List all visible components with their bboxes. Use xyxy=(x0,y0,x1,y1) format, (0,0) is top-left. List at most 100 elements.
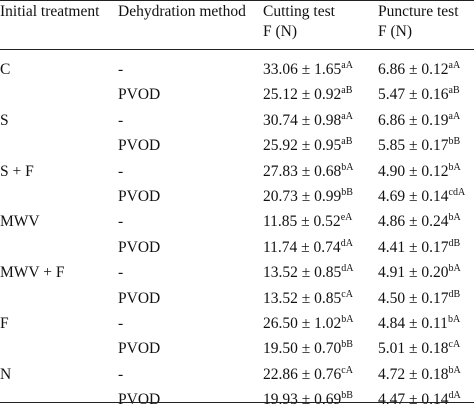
cell-treatment-value: S + F xyxy=(0,163,34,180)
cell-puncture: 5.47 ± 0.16aB xyxy=(378,85,460,103)
header-rule xyxy=(0,49,474,51)
header-puncture-unit: F (N) xyxy=(378,23,413,40)
header-initial-treatment: Initial treatment xyxy=(0,3,100,20)
significance-letters: bB xyxy=(341,339,353,350)
cell-cutting: 27.83 ± 0.68bA xyxy=(263,162,354,180)
cell-puncture-value: 6.86 ± 0.12 xyxy=(378,61,449,78)
cell-method: PVOD xyxy=(118,240,160,256)
cell-method-value: PVOD xyxy=(118,137,161,154)
cell-cutting: 11.85 ± 0.52eA xyxy=(263,212,353,230)
significance-letters: aB xyxy=(341,85,353,96)
cell-method-value: PVOD xyxy=(118,86,161,103)
cell-method-value: PVOD xyxy=(118,239,161,256)
significance-letters: bA xyxy=(341,162,354,173)
cell-cutting: 20.73 ± 0.99bB xyxy=(263,187,353,205)
cell-puncture-value: 4.72 ± 0.18 xyxy=(378,366,449,383)
significance-letters: dB xyxy=(448,238,461,249)
significance-letters: eA xyxy=(340,212,353,223)
cell-puncture-value: 4.50 ± 0.17 xyxy=(378,290,449,307)
significance-letters: bA xyxy=(448,263,461,274)
cell-cutting: 11.74 ± 0.74dA xyxy=(263,238,353,256)
significance-letters: dA xyxy=(448,390,461,401)
cell-puncture-value: 4.84 ± 0.11 xyxy=(378,315,448,332)
cell-method-value: PVOD xyxy=(118,290,161,307)
cell-method: PVOD xyxy=(118,189,160,205)
cell-cutting-value: 11.85 ± 0.52 xyxy=(263,213,341,230)
cell-treatment: C xyxy=(0,62,10,78)
significance-letters: cA xyxy=(448,339,461,350)
cell-cutting-value: 27.83 ± 0.68 xyxy=(263,163,342,180)
cell-cutting: 22.86 ± 0.76cA xyxy=(263,365,353,383)
significance-letters: bA xyxy=(341,314,354,325)
header-puncture-test: Puncture test xyxy=(378,3,459,20)
cell-cutting-value: 13.52 ± 0.85 xyxy=(263,290,342,307)
cell-method-value: PVOD xyxy=(118,188,161,205)
cell-puncture: 4.47 ± 0.14dA xyxy=(378,390,461,408)
cell-puncture-value: 4.41 ± 0.17 xyxy=(378,239,449,256)
significance-letters: aB xyxy=(448,85,460,96)
cell-treatment: F xyxy=(0,316,9,332)
cell-treatment-value: MWV + F xyxy=(0,264,65,281)
cell-cutting: 30.74 ± 0.98aA xyxy=(263,111,353,129)
cell-method-value: - xyxy=(118,264,124,281)
cell-cutting-value: 19.93 ± 0.69 xyxy=(263,391,342,408)
cell-method: - xyxy=(118,164,123,180)
cell-treatment-value: N xyxy=(0,366,12,383)
significance-letters: bB xyxy=(341,390,353,401)
significance-letters: bA xyxy=(448,365,461,376)
cell-puncture: 6.86 ± 0.12aA xyxy=(378,61,460,78)
cell-treatment-value: F xyxy=(0,315,9,332)
cell-method: PVOD xyxy=(118,392,160,408)
cell-cutting-value: 30.74 ± 0.98 xyxy=(263,112,342,129)
cell-method: - xyxy=(118,265,123,281)
cell-puncture-value: 4.47 ± 0.14 xyxy=(378,391,449,408)
cell-method: PVOD xyxy=(118,138,160,154)
cell-method-value: - xyxy=(118,112,124,129)
cell-method: - xyxy=(118,316,123,332)
cell-cutting: 25.12 ± 0.92aB xyxy=(263,85,353,103)
significance-letters: bA xyxy=(448,162,461,173)
significance-letters: dA xyxy=(340,238,353,249)
header-dehydration-method: Dehydration method xyxy=(118,3,246,20)
cell-cutting-value: 22.86 ± 0.76 xyxy=(263,366,342,383)
cell-method: PVOD xyxy=(118,291,160,307)
cell-method-value: PVOD xyxy=(118,340,161,357)
cell-treatment: MWV + F xyxy=(0,265,64,281)
cell-puncture-value: 4.90 ± 0.12 xyxy=(378,163,449,180)
cell-method-value: - xyxy=(118,61,124,78)
cell-method: - xyxy=(118,367,123,383)
cell-method-value: PVOD xyxy=(118,391,161,408)
cell-method: PVOD xyxy=(118,341,160,357)
cell-cutting: 13.52 ± 0.85cA xyxy=(263,289,353,307)
cell-cutting: 33.06 ± 1.65aA xyxy=(263,61,353,78)
cell-puncture: 4.50 ± 0.17dB xyxy=(378,290,460,307)
cell-cutting: 19.50 ± 0.70bB xyxy=(263,339,353,357)
cell-puncture: 4.72 ± 0.18bA xyxy=(378,365,461,383)
cell-treatment-value: C xyxy=(0,61,11,78)
significance-letters: bB xyxy=(341,187,353,198)
cell-method-value: - xyxy=(118,213,124,230)
bottom-rule xyxy=(0,402,474,403)
cell-cutting: 19.93 ± 0.69bB xyxy=(263,390,353,408)
header-cutting-test: Cutting test xyxy=(263,3,335,20)
cell-treatment: S xyxy=(0,113,9,129)
significance-letters: cdA xyxy=(448,187,466,198)
significance-letters: bA xyxy=(448,212,461,223)
cell-treatment-value: S xyxy=(0,112,9,129)
cell-puncture: 6.86 ± 0.19aA xyxy=(378,112,460,129)
cell-puncture-value: 5.47 ± 0.16 xyxy=(378,86,449,103)
significance-letters: cA xyxy=(341,289,353,300)
cell-method: - xyxy=(118,214,123,230)
cell-treatment: S + F xyxy=(0,164,34,180)
significance-letters: aA xyxy=(341,111,353,122)
cell-puncture: 4.84 ± 0.11bA xyxy=(378,314,461,332)
cell-cutting: 26.50 ± 1.02bA xyxy=(263,314,354,332)
cell-cutting-value: 19.50 ± 0.70 xyxy=(263,340,342,357)
cell-method-value: - xyxy=(118,163,124,180)
cell-puncture: 4.90 ± 0.12bA xyxy=(378,162,461,180)
cell-puncture-value: 6.86 ± 0.19 xyxy=(378,112,449,129)
significance-letters: bA xyxy=(447,314,461,325)
significance-letters: cA xyxy=(341,365,353,376)
cell-puncture: 5.01 ± 0.18cA xyxy=(378,339,461,357)
